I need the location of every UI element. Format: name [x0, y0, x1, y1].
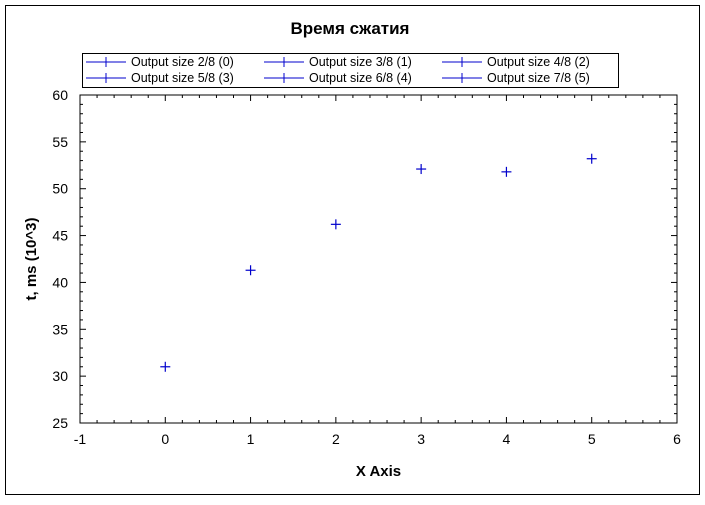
- legend-box: [82, 53, 619, 88]
- plot-area: [79, 94, 678, 424]
- legend-label: Output size 7/8 (5): [487, 71, 590, 85]
- data-point-series-1: [245, 265, 256, 276]
- y-tick-label: 45: [52, 228, 68, 244]
- y-tick-label: 35: [52, 321, 68, 337]
- data-point-series-5: [586, 153, 597, 164]
- x-tick-label: 5: [588, 431, 596, 447]
- x-tick-label: 1: [247, 431, 255, 447]
- y-tick-label: 30: [52, 368, 68, 384]
- x-tick-label: 2: [332, 431, 340, 447]
- legend-label: Output size 3/8 (1): [309, 55, 412, 69]
- data-point-series-3: [416, 164, 427, 175]
- y-tick-label: 25: [52, 415, 68, 431]
- x-tick-label: -1: [74, 431, 87, 447]
- y-tick-label: 55: [52, 134, 68, 150]
- legend-label: Output size 6/8 (4): [309, 71, 412, 85]
- data-point-series-4: [501, 166, 512, 177]
- legend-item: Output size 2/8 (0): [86, 55, 234, 69]
- chart-title: Время сжатия: [291, 19, 410, 38]
- y-axis-label: t, ms (10^3): [23, 218, 40, 301]
- x-tick-label: 6: [673, 431, 681, 447]
- x-tick-label: 3: [417, 431, 425, 447]
- x-axis-label: X Axis: [356, 463, 401, 480]
- x-tick-label: 0: [161, 431, 169, 447]
- legend-item: Output size 6/8 (4): [264, 71, 412, 85]
- legend-item: Output size 5/8 (3): [86, 71, 234, 85]
- legend-label: Output size 4/8 (2): [487, 55, 590, 69]
- legend-item: Output size 3/8 (1): [264, 55, 412, 69]
- x-tick-label: 4: [503, 431, 511, 447]
- legend: Output size 2/8 (0) Output size 3/8 (1) Ou…: [82, 53, 619, 88]
- y-tick-label: 40: [52, 274, 68, 290]
- legend-label: Output size 2/8 (0): [131, 55, 234, 69]
- chart-outer-frame: [5, 5, 700, 495]
- legend-item: Output size 4/8 (2): [442, 55, 590, 69]
- legend-item: Output size 7/8 (5): [442, 71, 590, 85]
- data-point-series-0: [160, 361, 171, 372]
- data-points: [160, 153, 597, 372]
- y-tick-label: 60: [52, 87, 68, 103]
- data-point-series-2: [330, 219, 341, 230]
- legend-label: Output size 5/8 (3): [131, 71, 234, 85]
- y-tick-label: 50: [52, 181, 68, 197]
